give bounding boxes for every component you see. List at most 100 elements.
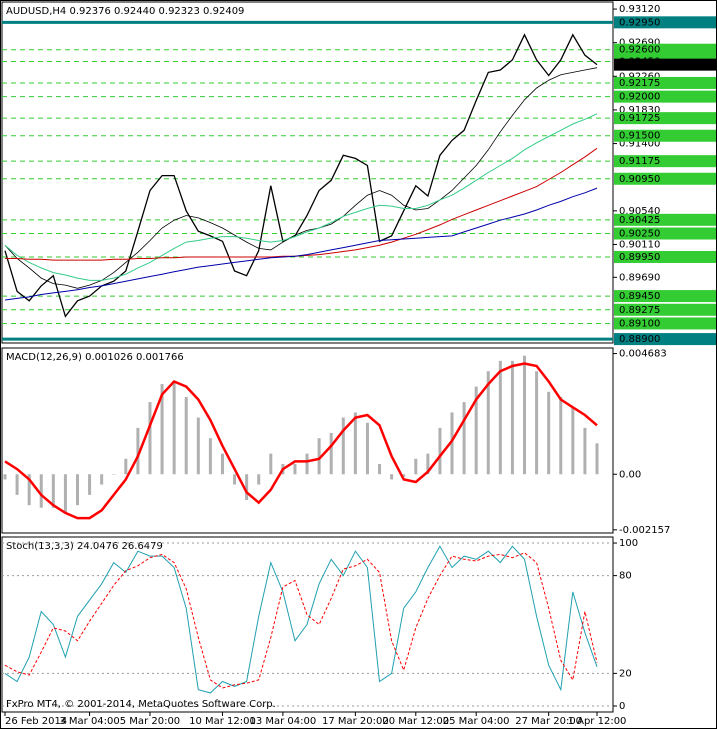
- signal-line: [4, 362, 598, 520]
- level-label-box: [614, 129, 716, 142]
- level-label: 0.89950: [619, 252, 660, 263]
- panel-frame: [1, 347, 614, 534]
- x-tick-label: 1 Apr 12:00: [568, 716, 627, 727]
- macd-bar: [365, 422, 369, 475]
- macd-bar: [233, 474, 237, 485]
- macd-bar: [559, 396, 563, 475]
- level-label-box: [614, 290, 716, 303]
- macd-bar: [136, 427, 140, 475]
- y-tick-label: 0.00: [619, 469, 641, 480]
- y-tick-label: 0: [619, 701, 625, 712]
- level-label-box: [614, 317, 716, 330]
- level-label: 0.92175: [619, 78, 660, 89]
- panel-title: Stoch(13,3,3) 24.0476 26.6479: [6, 541, 163, 552]
- level-label: 0.90250: [619, 229, 660, 240]
- x-tick-label: 25 Mar 04:00: [443, 716, 510, 727]
- level-label: 0.89100: [619, 318, 660, 329]
- level-label-box: [614, 155, 716, 168]
- macd-bar: [474, 386, 478, 475]
- x-tick-label: 5 Mar 20:00: [120, 716, 180, 727]
- x-tick-label: 26 Feb 2014: [5, 716, 67, 727]
- y-tick-label: 0.93120: [619, 4, 660, 15]
- macd-bar: [523, 355, 527, 475]
- level-label-box: [614, 43, 716, 56]
- series-line: [4, 552, 598, 689]
- level-label-box: [614, 333, 716, 346]
- level-label-box: [614, 172, 716, 185]
- x-tick-label: 17 Mar 20:00: [322, 716, 389, 727]
- level-label-box: [614, 250, 716, 263]
- macd-bar: [329, 433, 333, 475]
- macd-bar: [305, 453, 309, 475]
- series-line: [4, 545, 598, 694]
- macd-bar: [341, 417, 345, 475]
- level-label: 0.92000: [619, 92, 660, 103]
- series-line: [4, 187, 598, 301]
- macd-bar: [39, 474, 43, 508]
- y-tick-label: 0.91830: [619, 105, 660, 116]
- macd-bar: [15, 474, 19, 495]
- level-label: 0.88900: [619, 334, 660, 345]
- y-tick-label: 0.90540: [619, 206, 660, 217]
- macd-bar: [148, 402, 152, 475]
- level-label-box: [614, 76, 716, 89]
- y-tick-label: 20: [619, 668, 632, 679]
- y-tick-label: 0.90110: [619, 239, 660, 250]
- y-tick-label: 80: [619, 571, 632, 582]
- macd-bar: [269, 453, 273, 475]
- macd-bar: [51, 474, 55, 508]
- y-tick-label: 0.89690: [619, 272, 660, 283]
- macd-bar: [196, 417, 200, 475]
- macd-bar: [160, 384, 164, 475]
- macd-bar: [245, 474, 249, 501]
- macd-bar: [378, 463, 382, 475]
- panel-title: MACD(12,26,9) 0.001026 0.001766: [6, 352, 184, 363]
- macd-bar: [353, 412, 357, 475]
- level-label: 0.90950: [619, 174, 660, 185]
- macd-bar: [486, 371, 490, 475]
- macd-bar: [75, 474, 79, 506]
- macd-bar: [583, 427, 587, 475]
- level-label: 0.89450: [619, 291, 660, 302]
- macd-bar: [172, 381, 176, 475]
- macd-bar: [547, 391, 551, 475]
- macd-bar: [3, 474, 7, 480]
- level-label-box: [614, 303, 716, 316]
- level-label: 0.92950: [619, 17, 660, 28]
- macd-bar: [595, 443, 599, 475]
- macd-bar: [257, 474, 261, 485]
- macd-bar: [293, 463, 297, 475]
- level-label: 0.91175: [619, 156, 660, 167]
- level-label: 0.91500: [619, 131, 660, 142]
- y-tick-label: 0.91400: [619, 139, 660, 150]
- macd-bar: [124, 458, 128, 475]
- y-tick-label: 0.004683: [619, 349, 667, 360]
- macd-bar: [426, 453, 430, 475]
- y-tick-label: 0.92260: [619, 71, 660, 82]
- macd-bar: [402, 474, 406, 477]
- x-tick-label: 13 Mar 04:00: [249, 716, 316, 727]
- macd-bar: [535, 371, 539, 475]
- macd-bar: [27, 474, 31, 506]
- macd-bar: [317, 438, 321, 475]
- macd-bar: [100, 474, 104, 485]
- x-tick-label: 10 Mar 12:00: [189, 716, 256, 727]
- level-label: 0.91725: [619, 113, 660, 124]
- macd-bar: [510, 360, 514, 475]
- macd-bar: [184, 396, 188, 475]
- macd-bar: [450, 412, 454, 475]
- macd-bar: [414, 458, 418, 475]
- macd-bar: [438, 427, 442, 475]
- macd-bar: [208, 438, 212, 475]
- series-line: [4, 113, 598, 281]
- macd-bar: [498, 360, 502, 475]
- level-label: 0.90425: [619, 215, 660, 226]
- x-tick-label: 27 Mar 20:00: [515, 716, 582, 727]
- x-tick-label: 3 Mar 04:00: [59, 716, 119, 727]
- level-label-box: [614, 16, 716, 29]
- macd-bar: [220, 453, 224, 475]
- x-tick-label: 20 Mar 12:00: [382, 716, 449, 727]
- macd-bar: [63, 474, 67, 513]
